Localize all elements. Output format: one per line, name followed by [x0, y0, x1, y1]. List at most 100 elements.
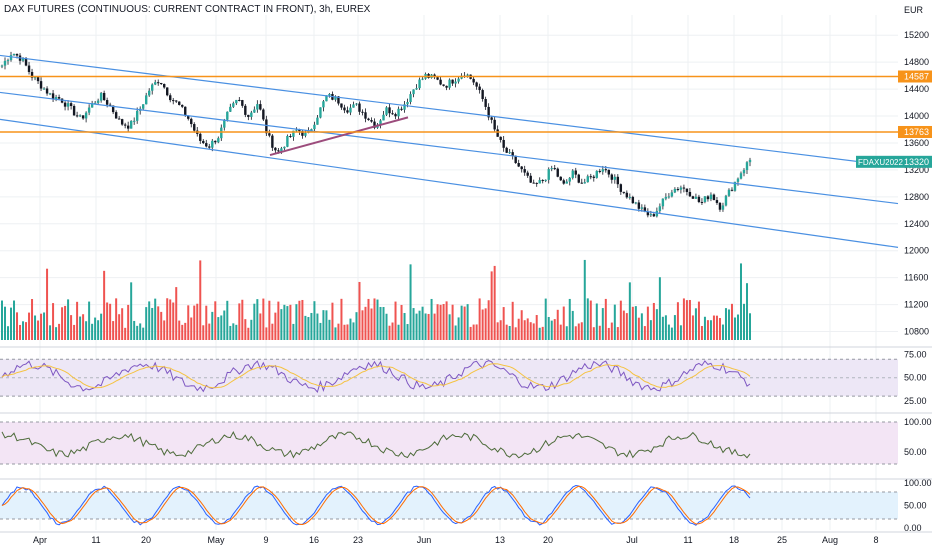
volume-bar	[649, 320, 652, 340]
candle-body	[496, 129, 499, 137]
candle-body	[217, 138, 220, 143]
candle-body	[108, 104, 112, 106]
time-tick-label: 20	[543, 535, 553, 545]
volume-bar	[217, 317, 220, 340]
volume-bar	[616, 327, 619, 340]
volume-bar	[526, 318, 529, 340]
volume-bar	[37, 320, 40, 340]
price-tick-label: 11600	[904, 273, 928, 283]
volume-bar	[367, 298, 370, 340]
volume-bar	[109, 303, 112, 340]
candle-body	[718, 202, 722, 210]
candle-body	[93, 102, 97, 104]
volume-bar	[694, 308, 697, 340]
volume-bar	[79, 316, 82, 340]
volume-bar	[712, 315, 715, 340]
candle-body	[379, 120, 382, 125]
time-tick-label: 11	[683, 535, 692, 545]
candle-body	[508, 152, 511, 154]
volume-bar	[319, 322, 322, 340]
candle-body	[589, 176, 592, 178]
candle-body	[451, 79, 454, 84]
candle-body	[15, 53, 19, 56]
candle-body	[694, 196, 698, 199]
volume-bar	[142, 327, 145, 340]
cci-tick-label: 50.00	[904, 447, 927, 457]
volume-bar	[178, 320, 181, 340]
candle-body	[676, 188, 680, 190]
candle-body	[358, 103, 361, 112]
time-tick-label: 16	[309, 535, 319, 545]
volume-bar	[523, 320, 526, 340]
candle-body	[526, 172, 529, 176]
candle-body	[72, 106, 76, 116]
candle-body	[313, 124, 316, 130]
candle-body	[193, 124, 196, 131]
candle-body	[334, 96, 337, 100]
candle-body	[229, 106, 232, 112]
candle-body	[202, 140, 205, 144]
volume-bar	[361, 310, 364, 340]
volume-bar	[544, 298, 547, 340]
time-tick-label: Apr	[33, 535, 47, 545]
rsi-tick-label: 75.00	[904, 350, 927, 360]
volume-bar	[100, 313, 103, 340]
volume-bar	[130, 282, 133, 340]
candle-body	[472, 78, 475, 83]
volume-bar	[640, 313, 643, 340]
candle-body	[316, 117, 319, 125]
volume-bar	[268, 300, 271, 340]
volume-bar	[52, 303, 55, 340]
candle-body	[21, 58, 25, 61]
candle-body	[0, 65, 4, 67]
rsi-tick-label: 50.00	[904, 373, 927, 383]
time-tick-label: 25	[777, 535, 787, 545]
volume-bar	[274, 312, 277, 340]
volume-bar	[46, 268, 49, 340]
candle-body	[277, 150, 280, 152]
candle-body	[637, 202, 641, 209]
candle-body	[442, 84, 445, 86]
candle-body	[487, 106, 490, 118]
volume-bar	[415, 313, 418, 340]
candle-body	[706, 196, 710, 200]
volume-bar	[427, 313, 430, 340]
volume-bar	[340, 298, 343, 340]
price-tick-label: 14800	[904, 57, 929, 67]
candle-body	[111, 105, 115, 113]
stoch-tick-label: 0.00	[904, 523, 922, 533]
candle-body	[289, 136, 292, 138]
volume-bar	[745, 283, 748, 340]
candle-body	[325, 95, 328, 102]
volume-bar	[277, 301, 280, 340]
volume-bar	[739, 263, 742, 340]
volume-bar	[181, 324, 184, 340]
candle-body	[120, 119, 124, 125]
volume-bar	[442, 304, 445, 340]
candle-body	[619, 184, 623, 192]
candle-body	[184, 106, 187, 116]
candle-body	[610, 174, 614, 180]
volume-bar	[397, 324, 400, 340]
candle-body	[604, 169, 608, 171]
candle-body	[250, 112, 253, 117]
volume-bar	[346, 324, 349, 340]
volume-bar	[628, 282, 631, 340]
candle-body	[87, 107, 91, 113]
volume-bar	[487, 300, 490, 340]
level-tag-label: 14587	[904, 71, 929, 81]
volume-bar	[22, 321, 25, 340]
volume-bar	[55, 327, 58, 340]
volume-bar	[313, 301, 316, 340]
candle-body	[538, 180, 541, 184]
volume-bar	[490, 271, 493, 340]
candle-body	[172, 100, 175, 102]
candle-body	[298, 129, 301, 132]
volume-bar	[91, 323, 94, 340]
candle-body	[271, 135, 274, 148]
candle-body	[655, 210, 659, 217]
volume-bar	[43, 312, 46, 340]
stoch-k-line	[1, 484, 751, 526]
